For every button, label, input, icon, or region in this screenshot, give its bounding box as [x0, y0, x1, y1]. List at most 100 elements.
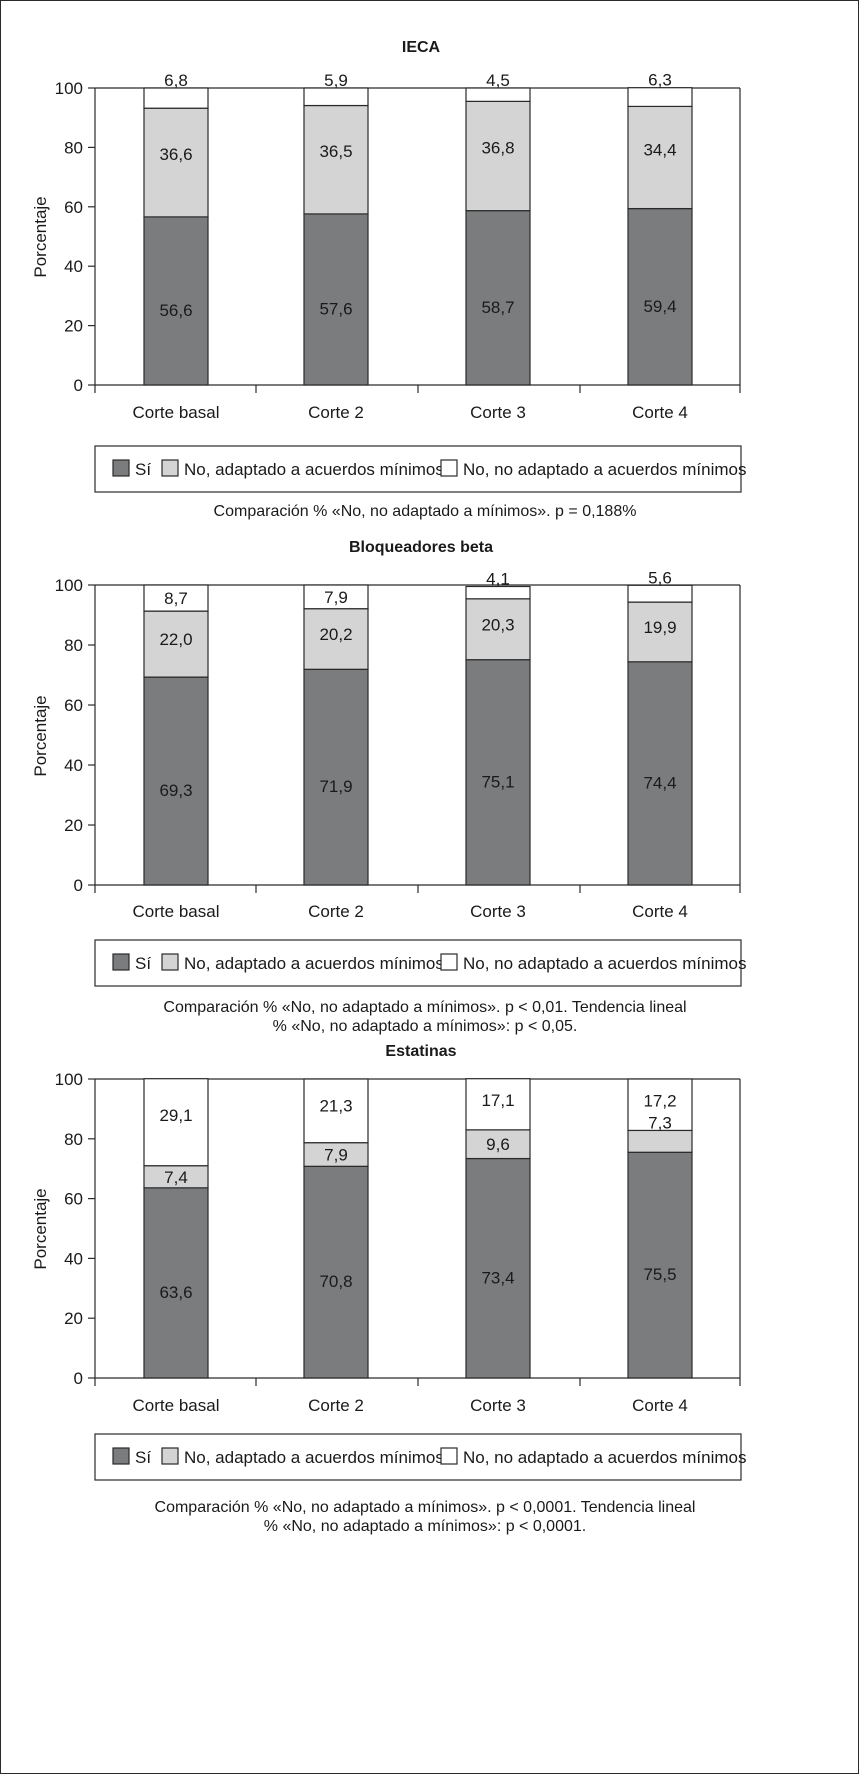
bar-segment-no-adaptado	[303, 87, 369, 107]
y-tick-label: 80	[64, 1130, 83, 1149]
data-label: 5,9	[324, 71, 348, 90]
legend-swatch-no-adaptado	[440, 459, 458, 477]
chart-title: IECA	[402, 39, 441, 56]
bar-segment-adaptado	[143, 107, 209, 218]
data-label: 17,2	[643, 1092, 676, 1111]
data-label: 8,7	[164, 589, 188, 608]
bar-segment-no-adaptado	[303, 1078, 369, 1144]
y-tick-label: 80	[64, 636, 83, 655]
legend-label: No, adaptado a acuerdos mínimos	[184, 460, 444, 479]
y-tick-label: 60	[64, 696, 83, 715]
bar-segment-adaptado	[303, 608, 369, 670]
data-label: 22,0	[159, 630, 192, 649]
y-tick-label: 20	[64, 1309, 83, 1328]
bar-segment-no-adaptado	[465, 87, 531, 102]
legend-swatch-si	[112, 1447, 130, 1465]
y-tick-label: 100	[55, 79, 83, 98]
x-category-label: Corte 2	[308, 902, 364, 921]
bar-segment-adaptado	[303, 104, 369, 215]
statistical-note: Comparación % «No, no adaptado a mínimos…	[155, 1499, 696, 1516]
y-tick-label: 20	[64, 816, 83, 835]
legend-swatch-no-adaptado	[440, 953, 458, 971]
legend-label: No, adaptado a acuerdos mínimos	[184, 1448, 444, 1467]
x-category-label: Corte basal	[133, 902, 220, 921]
x-category-label: Corte 2	[308, 403, 364, 422]
legend-box	[94, 939, 742, 987]
data-label: 36,8	[481, 138, 514, 157]
legend-swatch-adaptado	[161, 953, 179, 971]
bar-segment-no-adaptado	[143, 1078, 209, 1167]
legend-label: Sí	[135, 460, 151, 479]
x-category-label: Corte 4	[632, 403, 688, 422]
data-label: 4,5	[486, 71, 510, 90]
data-label: 9,6	[486, 1135, 510, 1154]
legend-swatch-adaptado	[161, 459, 179, 477]
data-label: 71,9	[319, 777, 352, 796]
data-label: 58,7	[481, 298, 514, 317]
y-tick-label: 40	[64, 1249, 83, 1268]
y-tick-label: 40	[64, 257, 83, 276]
data-label: 17,1	[481, 1091, 514, 1110]
data-label: 57,6	[319, 299, 352, 318]
chart-title: Bloqueadores beta	[349, 539, 493, 556]
bar-segment-si	[143, 676, 209, 886]
legend-box	[94, 445, 742, 493]
y-tick-label: 60	[64, 1190, 83, 1209]
x-category-label: Corte basal	[133, 1396, 220, 1415]
bar-segment-si	[303, 668, 369, 886]
data-label: 4,1	[486, 570, 510, 589]
data-label: 74,4	[643, 773, 676, 792]
legend-swatch-si	[112, 459, 130, 477]
data-label: 7,4	[164, 1168, 188, 1187]
legend-label: Sí	[135, 954, 151, 973]
data-label: 19,9	[643, 618, 676, 637]
bar-segment-adaptado	[627, 601, 693, 663]
data-label: 75,5	[643, 1265, 676, 1284]
data-label: 63,6	[159, 1283, 192, 1302]
data-label: 21,3	[319, 1097, 352, 1116]
legend-swatch-no-adaptado	[440, 1447, 458, 1465]
y-axis-title: Porcentaje	[31, 1188, 50, 1269]
y-tick-label: 80	[64, 138, 83, 157]
x-category-label: Corte 3	[470, 1396, 526, 1415]
data-label: 5,6	[648, 568, 672, 587]
legend-box	[94, 1433, 742, 1481]
data-label: 36,5	[319, 142, 352, 161]
y-axis-title: Porcentaje	[31, 196, 50, 277]
data-label: 7,9	[324, 1145, 348, 1164]
bar-segment-adaptado	[627, 1129, 693, 1153]
y-tick-label: 100	[55, 1070, 83, 1089]
bar-segment-si	[143, 216, 209, 386]
y-tick-label: 60	[64, 198, 83, 217]
statistical-note: % «No, no adaptado a mínimos»: p < 0,000…	[264, 1518, 586, 1535]
x-category-label: Corte 2	[308, 1396, 364, 1415]
data-label: 29,1	[159, 1106, 192, 1125]
x-category-label: Corte 4	[632, 902, 688, 921]
data-label: 36,6	[159, 145, 192, 164]
legend-label: No, no adaptado a acuerdos mínimos	[463, 1448, 747, 1467]
bar-segment-si	[465, 1157, 531, 1379]
x-category-label: Corte 4	[632, 1396, 688, 1415]
y-tick-label: 0	[74, 876, 83, 895]
bar-segment-si	[143, 1187, 209, 1379]
statistical-note: Comparación % «No, no adaptado a mínimos…	[214, 503, 637, 520]
bar-segment-si	[303, 1165, 369, 1379]
y-tick-label: 0	[74, 376, 83, 395]
data-label: 34,4	[643, 140, 676, 159]
bar-segment-no-adaptado	[143, 584, 209, 612]
statistical-note: % «No, no adaptado a mínimos»: p < 0,05.	[273, 1018, 578, 1035]
y-axis-title: Porcentaje	[31, 695, 50, 776]
bar-segment-no-adaptado	[627, 584, 693, 603]
x-category-label: Corte basal	[133, 403, 220, 422]
y-tick-label: 20	[64, 317, 83, 336]
x-category-label: Corte 3	[470, 902, 526, 921]
bar-segment-no-adaptado	[465, 585, 531, 600]
bar-segment-no-adaptado	[627, 87, 693, 108]
legend-label: Sí	[135, 1448, 151, 1467]
legend-label: No, adaptado a acuerdos mínimos	[184, 954, 444, 973]
bar-segment-adaptado	[627, 105, 693, 210]
bar-segment-si	[627, 207, 693, 386]
bar-segment-si	[303, 213, 369, 386]
chart-title: Estatinas	[385, 1043, 456, 1060]
